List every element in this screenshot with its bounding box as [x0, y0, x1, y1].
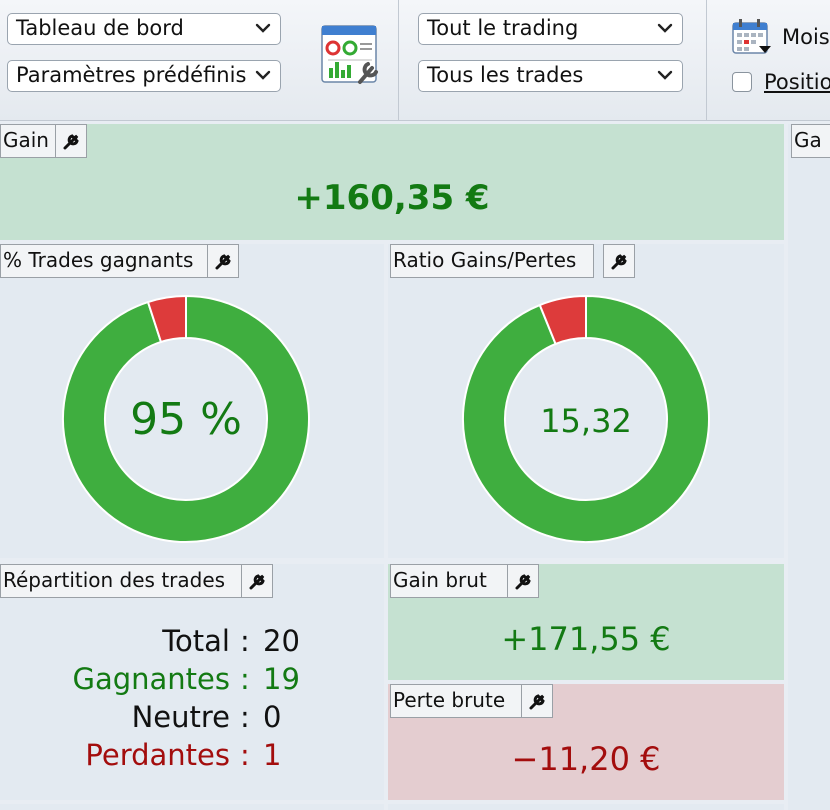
- gain-title: Gain: [0, 124, 56, 158]
- gain-settings-button[interactable]: [55, 124, 87, 158]
- distribution-settings-button[interactable]: [241, 564, 273, 598]
- ratio-panel: Ratio Gains/Pertes 15,32: [388, 244, 784, 558]
- donut-win-slice: [62, 294, 310, 543]
- chevron-down-icon: [657, 23, 673, 33]
- gross-gain-settings-button[interactable]: [507, 564, 539, 598]
- gross-gain-title: Gain brut: [390, 564, 508, 598]
- dashboard-select[interactable]: Tableau de bord: [7, 13, 281, 45]
- distribution-panel: Répartition des trades Total : 20 Gagnan…: [0, 564, 384, 800]
- win-rate-panel: % Trades gagnants 95 %: [0, 244, 384, 558]
- row-label: Perdantes: [85, 738, 230, 772]
- positions-label[interactable]: Positio: [764, 70, 830, 94]
- presets-select-value: Paramètres prédéfinis: [16, 63, 247, 87]
- gross-gain-panel: Gain brut +171,55 €: [388, 564, 784, 680]
- distribution-title: Répartition des trades: [0, 564, 242, 598]
- row-label: Gagnantes: [72, 662, 230, 696]
- donut-loss-slice: [146, 294, 187, 344]
- wrench-icon: [215, 254, 231, 270]
- wrench-icon: [611, 254, 627, 270]
- row-value: 20: [263, 624, 300, 658]
- gross-loss-value: −11,20 €: [511, 740, 661, 778]
- gross-loss-settings-button[interactable]: [521, 684, 553, 718]
- right-panel-title: Ga: [791, 124, 830, 158]
- toolbar-separator: [706, 0, 707, 120]
- wrench-icon: [515, 574, 531, 590]
- trades-select[interactable]: Tous les trades: [418, 60, 683, 92]
- wrench-icon: [63, 134, 79, 150]
- toolbar-separator: [398, 0, 399, 120]
- presets-select[interactable]: Paramètres prédéfinis: [7, 60, 281, 92]
- win-rate-title: % Trades gagnants: [0, 244, 208, 278]
- period-label[interactable]: Mois: [782, 25, 830, 49]
- row-value: 0: [263, 700, 282, 734]
- row-separator: :: [240, 662, 250, 696]
- chevron-down-icon: [657, 70, 673, 80]
- gross-gain-value: +171,55 €: [501, 620, 671, 658]
- wrench-icon: [249, 574, 265, 590]
- gain-value: +160,35 €: [294, 178, 490, 218]
- ratio-donut: [462, 294, 710, 543]
- next-panel-edge: [0, 804, 384, 810]
- win-rate-center: 95 %: [130, 394, 242, 445]
- positions-checkbox[interactable]: [732, 72, 752, 92]
- row-separator: :: [240, 738, 250, 772]
- right-panel: Ga: [788, 124, 830, 810]
- row-label: Total: [162, 624, 230, 658]
- next-panel-edge: [388, 804, 784, 810]
- row-label: Neutre: [131, 700, 230, 734]
- dashboard-settings-icon[interactable]: [320, 24, 380, 86]
- row-value: 1: [263, 738, 282, 772]
- donut-loss-slice: [538, 294, 587, 346]
- win-rate-donut: [62, 294, 310, 543]
- gain-panel: Gain +160,35 €: [0, 124, 784, 240]
- calendar-icon[interactable]: [731, 18, 773, 58]
- wrench-icon: [529, 694, 545, 710]
- trading-select-value: Tout le trading: [427, 16, 579, 40]
- chevron-down-icon: [255, 23, 271, 33]
- gross-loss-title: Perte brute: [390, 684, 522, 718]
- toolbar: Tableau de bord Paramètres prédéfinis To…: [0, 0, 830, 121]
- chevron-down-icon: [255, 70, 271, 80]
- ratio-center: 15,32: [540, 402, 632, 440]
- dashboard-select-value: Tableau de bord: [16, 16, 184, 40]
- win-rate-settings-button[interactable]: [207, 244, 239, 278]
- row-separator: :: [240, 624, 250, 658]
- gross-loss-panel: Perte brute −11,20 €: [388, 684, 784, 800]
- trades-select-value: Tous les trades: [427, 63, 584, 87]
- ratio-settings-button[interactable]: [603, 244, 635, 278]
- row-separator: :: [240, 700, 250, 734]
- trading-select[interactable]: Tout le trading: [418, 13, 683, 45]
- row-value: 19: [263, 662, 300, 696]
- ratio-title: Ratio Gains/Pertes: [390, 244, 594, 278]
- donut-win-slice: [462, 294, 710, 543]
